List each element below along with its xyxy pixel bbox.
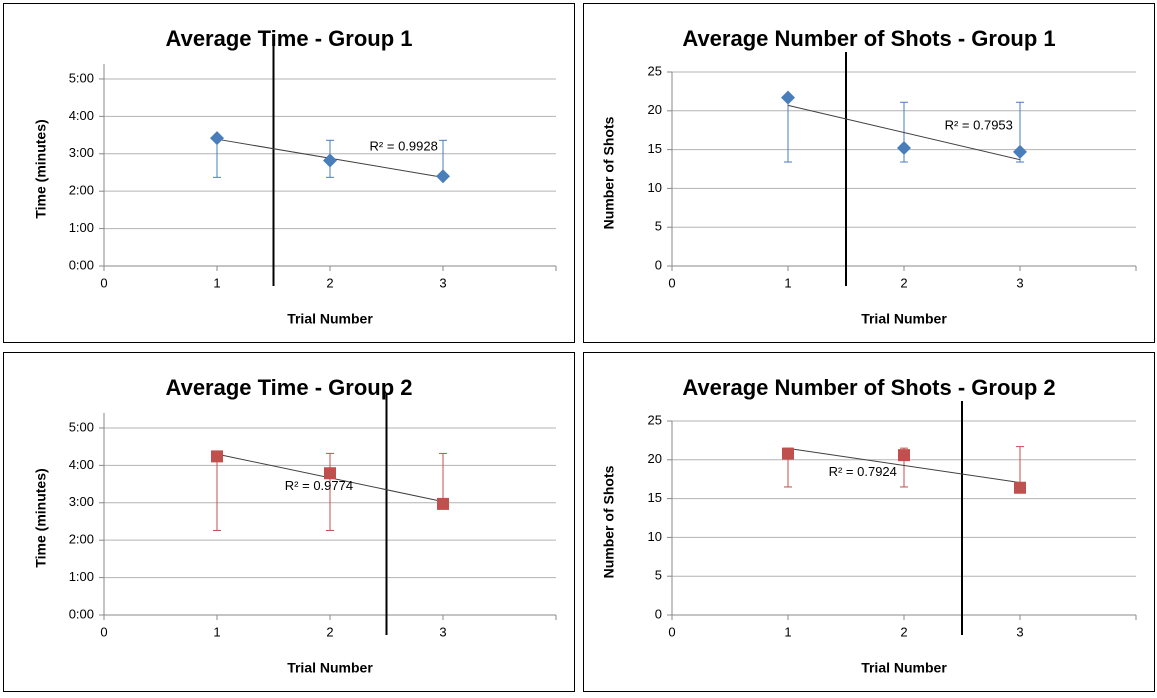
y-tick-label: 2:00 (69, 532, 94, 547)
x-axis-title: Trial Number (861, 660, 947, 676)
x-tick-label: 1 (784, 624, 791, 639)
marker (323, 153, 337, 168)
x-tick-label: 0 (100, 624, 107, 639)
marker (782, 447, 794, 460)
x-axis-title: Trial Number (861, 311, 947, 327)
r-squared-label: R² = 0.7953 (945, 117, 1013, 132)
y-tick-label: 5 (655, 219, 662, 234)
chart-panel: Average Number of Shots - Group 1 Trial N… (583, 3, 1155, 343)
x-tick-label: 2 (326, 275, 333, 290)
chart-title: Average Time - Group 1 (166, 26, 413, 51)
x-tick-label: 3 (1016, 624, 1023, 639)
marker (211, 450, 223, 463)
r-squared-label: R² = 0.9774 (285, 478, 353, 493)
chart-title: Average Time - Group 2 (166, 375, 413, 400)
marker (1013, 144, 1027, 159)
y-tick-label: 20 (648, 102, 662, 117)
chart: Average Time - Group 2 Trial Number Time (… (33, 375, 557, 676)
x-axis-title: Trial Number (287, 311, 373, 327)
y-tick-label: 15 (648, 141, 662, 156)
chart: Average Number of Shots - Group 2 Trial N… (601, 375, 1137, 676)
r-squared-label: R² = 0.9928 (370, 138, 438, 153)
y-tick-label: 0 (655, 257, 662, 272)
marker (1014, 481, 1026, 494)
y-axis-title: Number of Shots (601, 116, 617, 229)
chart-title: Average Number of Shots - Group 2 (682, 375, 1055, 400)
chart-panel: Average Time - Group 2 Trial Number Time (… (3, 352, 575, 692)
y-axis-title: Time (minutes) (33, 468, 49, 567)
marker (210, 131, 224, 146)
y-tick-label: 4:00 (69, 457, 94, 472)
x-tick-label: 3 (439, 624, 446, 639)
y-tick-label: 5:00 (69, 70, 94, 85)
y-tick-label: 5:00 (69, 419, 94, 434)
y-tick-label: 1:00 (69, 569, 94, 584)
y-tick-label: 25 (648, 63, 662, 78)
x-tick-label: 3 (1016, 275, 1023, 290)
trendline (787, 447, 1021, 484)
chart: Average Number of Shots - Group 1 Trial N… (601, 26, 1137, 327)
r-squared-label: R² = 0.7924 (829, 464, 897, 479)
y-tick-label: 3:00 (69, 145, 94, 160)
chart-panel: Average Time - Group 1 Trial Number Time (… (3, 3, 575, 343)
x-tick-label: 0 (668, 624, 675, 639)
marker (436, 169, 450, 184)
y-tick-label: 5 (655, 568, 662, 583)
chart-title: Average Number of Shots - Group 1 (682, 26, 1055, 51)
trendline (787, 104, 1021, 161)
marker (437, 497, 449, 510)
y-tick-label: 1:00 (69, 220, 94, 235)
x-tick-label: 1 (784, 275, 791, 290)
y-tick-label: 0:00 (69, 606, 94, 621)
x-tick-label: 0 (100, 275, 107, 290)
marker (781, 90, 795, 105)
x-tick-label: 1 (213, 275, 220, 290)
y-tick-label: 15 (648, 490, 662, 505)
x-axis-title: Trial Number (287, 660, 373, 676)
x-tick-label: 1 (213, 624, 220, 639)
marker (898, 449, 910, 462)
x-tick-label: 3 (439, 275, 446, 290)
y-tick-label: 10 (648, 180, 662, 195)
y-axis-title: Number of Shots (601, 465, 617, 578)
y-tick-label: 0 (655, 606, 662, 621)
y-tick-label: 10 (648, 529, 662, 544)
marker (897, 141, 911, 156)
x-tick-label: 2 (900, 275, 907, 290)
chart: Average Time - Group 1 Trial Number Time (… (33, 26, 557, 327)
y-tick-label: 25 (648, 412, 662, 427)
x-tick-label: 2 (900, 624, 907, 639)
y-axis-title: Time (minutes) (33, 119, 49, 218)
chart-panel: Average Number of Shots - Group 2 Trial N… (583, 352, 1155, 692)
y-tick-label: 4:00 (69, 108, 94, 123)
y-tick-label: 3:00 (69, 494, 94, 509)
y-tick-label: 0:00 (69, 257, 94, 272)
y-tick-label: 20 (648, 451, 662, 466)
marker (324, 467, 336, 480)
y-tick-label: 2:00 (69, 183, 94, 198)
x-tick-label: 2 (326, 624, 333, 639)
x-tick-label: 0 (668, 275, 675, 290)
